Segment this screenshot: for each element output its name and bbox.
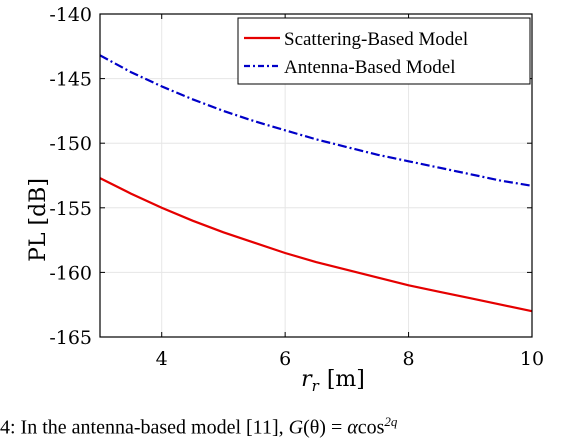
path-loss-chart: 4 6 8 10 -165 -160 -155 -150 -145 -140 PL [dB] rr… [26, 4, 544, 395]
x-tick-label: 4 [156, 348, 168, 370]
series-line-scattering [99, 177, 533, 313]
caption-alpha: α [347, 416, 358, 439]
y-tick-label: -155 [49, 198, 92, 220]
x-axis-label-base: r [301, 367, 313, 392]
series-layer [99, 54, 533, 313]
caption-exponent: 2q [384, 414, 398, 429]
y-axis-label: PL [dB] [26, 178, 51, 262]
axis-ticks: 4 6 8 10 -165 -160 -155 -150 -145 -140 [49, 4, 544, 370]
caption-g: G [288, 416, 304, 439]
x-tick-label: 10 [520, 348, 544, 370]
legend-box [237, 17, 531, 85]
y-tick-label: -150 [49, 133, 92, 155]
x-tick-label: 8 [403, 348, 415, 370]
legend: Scattering-Based Model Antenna-Based Mod… [237, 17, 531, 85]
y-tick-label: -145 [49, 69, 92, 91]
series-line-antenna [99, 54, 533, 187]
x-axis-label-unit: [m] [327, 367, 365, 392]
y-tick-label: -140 [49, 4, 92, 26]
y-tick-label: -165 [49, 327, 92, 349]
x-axis-label-sub: r [312, 377, 320, 395]
x-tick-label: 6 [279, 348, 291, 370]
caption-paren: (θ) = [303, 416, 348, 439]
plot-frame [99, 13, 533, 338]
figure-caption: 4: In the antenna-based model [11], G(θ)… [0, 404, 568, 440]
caption-cos: cos [357, 416, 385, 439]
y-tick-label: -160 [49, 262, 92, 284]
x-axis-label: rr [m] [301, 367, 365, 395]
legend-label-antenna: Antenna-Based Model [284, 57, 455, 78]
legend-label-scattering: Scattering-Based Model [284, 29, 468, 50]
caption-prefix: 4: In the antenna-based model [11], [0, 416, 289, 439]
